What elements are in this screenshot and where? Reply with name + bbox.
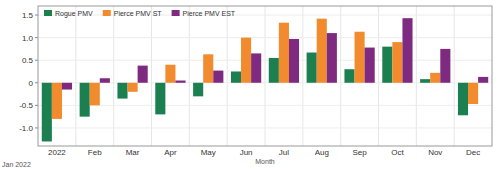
grid-line-x — [227, 6, 228, 146]
chart: -1.0 -0.5 0 0.5 1.0 1.5 2022 Feb Mar Apr May Jun Jul… — [0, 0, 500, 169]
x-tick-label: Oct — [391, 148, 404, 157]
bar — [90, 83, 100, 106]
grid-line-x — [75, 6, 76, 146]
bar — [62, 83, 72, 90]
x-tick-label: May — [201, 148, 216, 157]
bar — [52, 83, 62, 119]
bar — [392, 42, 402, 83]
bar — [317, 19, 327, 83]
bar — [440, 49, 450, 83]
x-tick-label: Dec — [466, 148, 480, 157]
bars — [42, 18, 488, 141]
x-tick-label: Apr — [164, 148, 177, 157]
x-tick-label: Mar — [126, 148, 140, 157]
bar — [355, 32, 365, 83]
bar — [138, 66, 148, 83]
grid-line-y — [38, 127, 492, 128]
y-tick-label: 1.0 — [22, 34, 34, 43]
bar — [213, 71, 223, 83]
bar — [289, 39, 299, 83]
x-tick-label: Feb — [88, 148, 102, 157]
grid-line-x — [378, 6, 379, 146]
grid-line-x — [265, 6, 266, 146]
bar — [279, 23, 289, 83]
x-tick-label: Jul — [279, 148, 289, 157]
bar — [269, 58, 279, 83]
y-tick-label: 1.5 — [22, 11, 34, 20]
bar — [100, 78, 110, 83]
grid-line-y — [38, 105, 492, 106]
bar — [165, 65, 175, 83]
x-axis-label: Month — [255, 158, 275, 165]
bar — [155, 83, 165, 115]
y-tick-label: -1.0 — [19, 124, 33, 133]
bar — [478, 77, 488, 83]
bar — [307, 53, 317, 83]
y-tick-label: 0.5 — [22, 56, 34, 65]
grid-line-x — [113, 6, 114, 146]
bar — [203, 54, 213, 82]
x-tick-label: Aug — [315, 148, 329, 157]
x-tick-label: Sep — [352, 148, 367, 157]
legend-swatch — [103, 10, 111, 16]
grid-line-x — [189, 6, 190, 146]
bar — [42, 83, 52, 142]
bar — [468, 83, 478, 104]
bar — [80, 83, 90, 117]
bar — [128, 83, 138, 92]
plot-frame — [38, 6, 492, 146]
x-tick-label: 2022 — [48, 148, 66, 157]
bar — [458, 83, 468, 116]
annotation: Jan 2022 — [2, 161, 31, 168]
legend-label: Pierce PMV ST — [114, 10, 163, 17]
grid-line-x — [454, 6, 455, 146]
bar — [344, 69, 354, 83]
y-tick-label: -0.5 — [19, 101, 33, 110]
bar — [175, 81, 185, 83]
bar — [117, 83, 127, 99]
legend-label: Pierce PMV EST — [183, 10, 236, 17]
grid-line-x — [302, 6, 303, 146]
grid-line-x — [340, 6, 341, 146]
background — [0, 0, 500, 169]
grid-line-x — [416, 6, 417, 146]
x-tick-label: Nov — [428, 148, 442, 157]
grid-line-y — [38, 60, 492, 61]
bar — [382, 47, 392, 83]
bar — [193, 83, 203, 97]
legend-swatch — [44, 10, 52, 16]
bar — [241, 38, 251, 83]
bar — [231, 71, 241, 82]
bar — [402, 18, 412, 83]
bar — [430, 73, 440, 83]
x-tick-label: Jun — [240, 148, 253, 157]
legend-label: Rogue PMV — [55, 10, 93, 18]
bar — [365, 48, 375, 83]
grid-line-x — [151, 6, 152, 146]
bar — [420, 79, 430, 83]
bar — [251, 53, 261, 82]
grid-line-y — [38, 37, 492, 38]
legend-swatch — [172, 10, 180, 16]
bar — [327, 33, 337, 83]
y-tick-label: 0 — [29, 79, 34, 88]
